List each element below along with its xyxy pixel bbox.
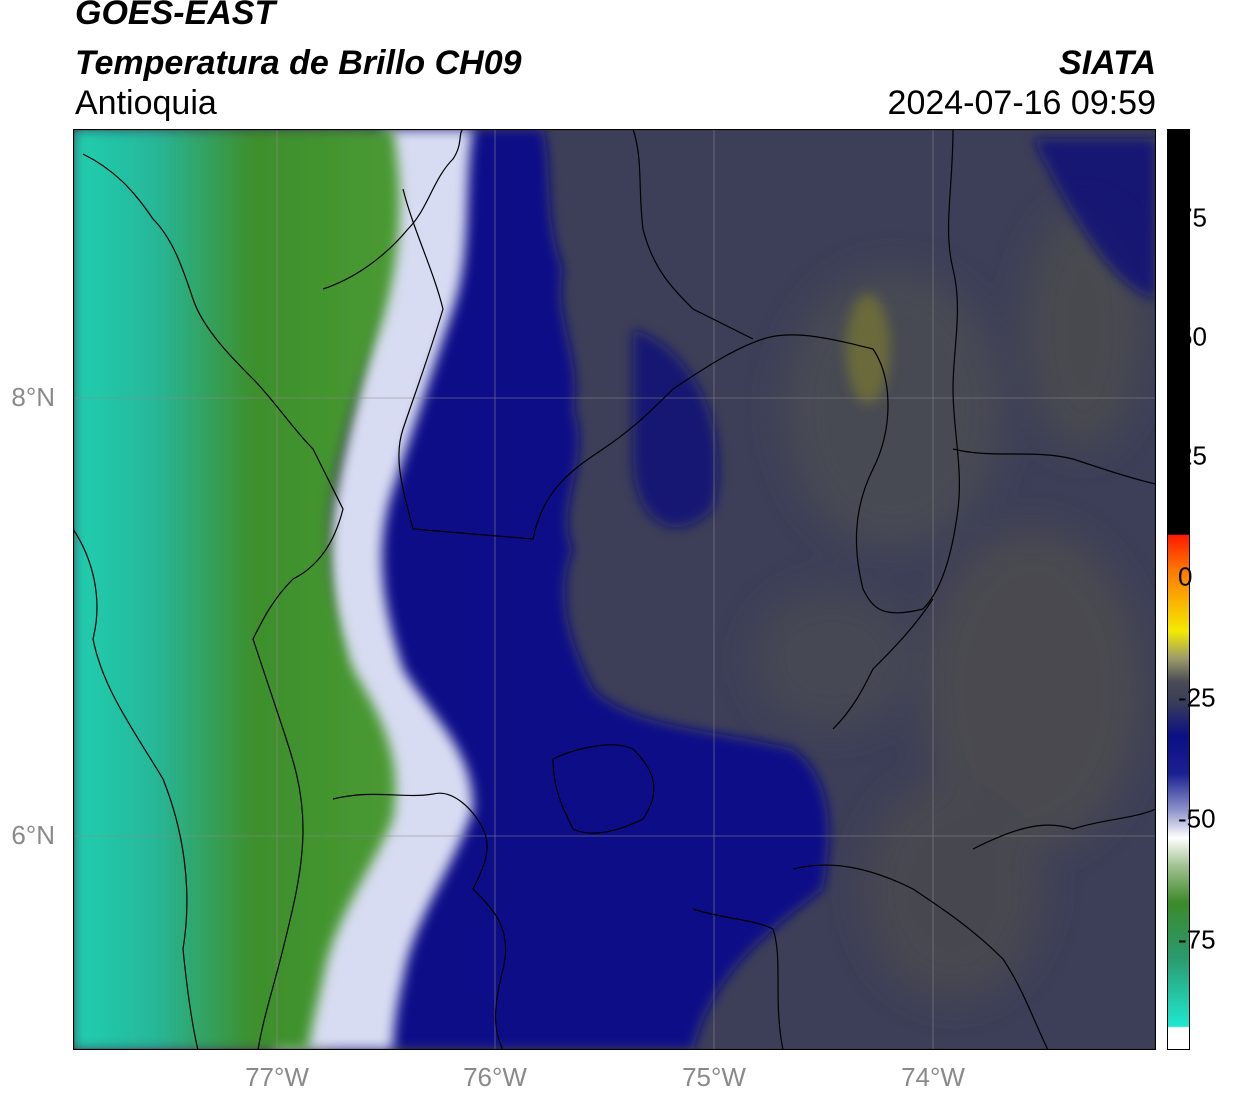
warm-land-region: [73, 129, 400, 1050]
lon-label-75w: 75°W: [682, 1062, 746, 1092]
graticule: [73, 129, 1156, 1050]
organization-label: SIATA: [1059, 44, 1156, 82]
colorbar-label-minus50: -50: [1178, 803, 1216, 834]
colorbar-label-75: 75: [1178, 202, 1207, 233]
colorbar-label-25: 25: [1178, 440, 1207, 471]
title-product: Temperatura de Brillo CH09: [75, 44, 522, 82]
map-frame: [73, 129, 1156, 1050]
lat-label-8n: 8°N: [11, 382, 55, 412]
map-panel: [73, 129, 1156, 1050]
lat-label-6n: 6°N: [11, 820, 55, 850]
lon-label-77w: 77°W: [245, 1062, 309, 1092]
lon-label-74w: 74°W: [901, 1062, 965, 1092]
warm-spot: [846, 294, 890, 404]
colorbar-label-50: 50: [1178, 321, 1207, 352]
cloud-top-warm-regions: [753, 209, 1143, 999]
boundaries: [73, 129, 1156, 1050]
cold-cloud-edge: [273, 129, 473, 1050]
datetime-label: 2024-07-16 09:59: [887, 84, 1156, 122]
region-label: Antioquia: [75, 84, 217, 122]
lon-label-76w: 76°W: [463, 1062, 527, 1092]
colorbar-label-0: 0: [1178, 561, 1193, 592]
navy-streaks: [633, 139, 1156, 528]
colorbar-label-minus25: -25: [1178, 682, 1216, 713]
colorbar: [1167, 129, 1190, 1050]
title-satellite: GOES-EAST: [75, 0, 276, 32]
colorbar-label-minus75: -75: [1178, 924, 1216, 955]
